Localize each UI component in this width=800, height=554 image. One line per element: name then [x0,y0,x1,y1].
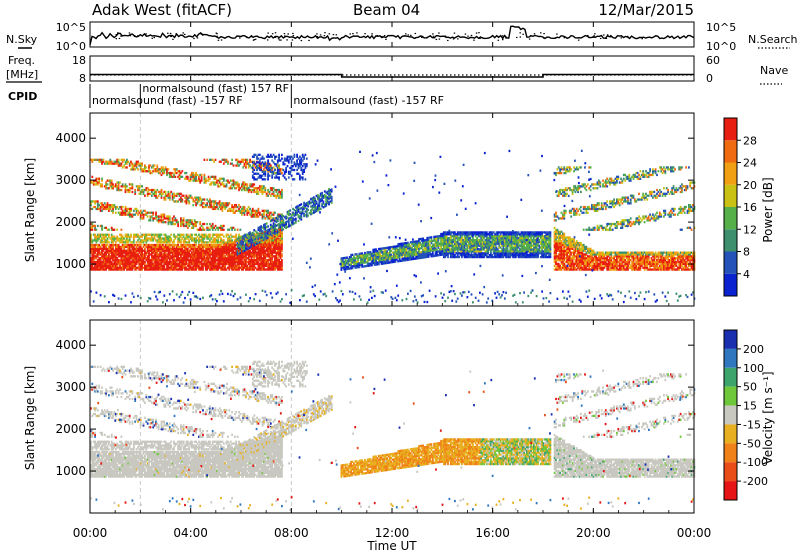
time-tick-label: 08:00 [274,526,309,540]
range-tick-label: 3000 [55,380,86,394]
noise-tick-right-bottom: 10^0 [706,40,736,53]
nave-tick-right-top: 60 [706,54,720,67]
range-tick-label: 1000 [55,257,86,271]
velocity-colorbar-tick: 15 [743,400,757,413]
velocity-heatmap [90,361,695,511]
velocity-panel: 1000 2000 3000 4000 Slant Range [km] [23,320,695,513]
velocity-colorbar-label: Velocity [m s⁻¹] [761,371,775,464]
beam-title: Beam 04 [353,1,420,19]
freq-unit-label: [MHz] [6,68,38,81]
frequency-panel: Freq. [MHz] Nave 18 8 60 0 [6,54,788,85]
cpid-segment-label: normalsound (fast) -157 RF [92,94,243,107]
range-tick-label: 3000 [55,173,86,187]
power-colorbar-tick: 28 [743,134,757,147]
radar-plot: Adak West (fitACF) Beam 04 12/Mar/2015 N… [0,0,800,554]
power-colorbar-tick: 24 [743,157,757,170]
power-ylabel: Slant Range [km] [23,158,37,262]
power-colorbar-tick: 4 [743,268,750,281]
freq-tick-left-top: 18 [72,54,86,67]
freq-tick-left-bottom: 8 [79,72,86,85]
range-tick-label: 1000 [55,464,86,478]
velocity-colorbar-tick: 200 [743,343,764,356]
noise-tick-left-top: 10^5 [56,21,86,34]
time-tick-label: 00:00 [73,526,108,540]
power-colorbar-tick: 12 [743,223,757,236]
range-tick-label: 4000 [55,131,86,145]
power-colorbar: 4 8 12 16 20 24 28 [724,118,757,296]
power-colorbar-label: Power [dB] [761,177,775,242]
range-tick-label: 2000 [55,422,86,436]
station-title: Adak West (fitACF) [92,1,232,19]
time-tick-label: 20:00 [576,526,611,540]
nave-tick-right-bottom: 0 [706,72,713,85]
velocity-frame [90,320,694,513]
velocity-ylabel: Slant Range [km] [23,366,37,470]
noise-tick-right-top: 10^5 [706,21,736,34]
nave-label: Nave [760,64,788,77]
date-title: 12/Mar/2015 [598,1,694,19]
cpid-segment-label: normalsound (fast) -157 RF [293,94,444,107]
noise-tick-left-bottom: 10^0 [56,40,86,53]
time-tick-label: 04:00 [173,526,208,540]
power-colorbar-tick: 20 [743,179,757,192]
velocity-colorbar-tick: 50 [743,381,757,394]
time-tick-label: 12:00 [375,526,410,540]
range-tick-label: 2000 [55,215,86,229]
cpid-segment-label: normalsound (fast) 157 RF [142,82,289,95]
time-tick-label: 00:00 [677,526,712,540]
velocity-colorbar-tick: -50 [743,437,761,450]
noise-panel: N.Sky N.Search 10^5 10^0 10^5 10^0 [6,21,798,53]
power-colorbar-tick: 16 [743,201,757,214]
time-tick-label: 16:00 [475,526,510,540]
range-tick-label: 4000 [55,338,86,352]
nsearch-label: N.Search [748,33,798,46]
nsky-label: N.Sky [6,33,38,46]
freq-label: Freq. [8,54,35,67]
cpid-label: CPID [8,90,37,103]
cpid-row: CPID normalsound (fast) -157 RFnormalsou… [8,82,444,108]
time-axis-label: Time UT [366,539,417,553]
power-colorbar-tick: 8 [743,246,750,259]
velocity-colorbar-tick: -200 [743,475,768,488]
velocity-colorbar-tick: -15 [743,418,761,431]
